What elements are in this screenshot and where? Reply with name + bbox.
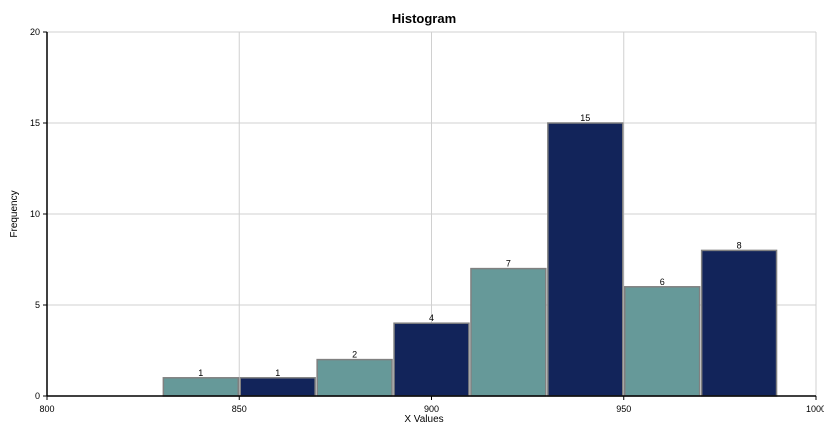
histogram-bar [700, 249, 778, 397]
bar-value-label: 2 [352, 350, 357, 360]
y-tick-label: 15 [30, 118, 40, 128]
x-tick-label: 1000 [806, 404, 824, 414]
histogram-bar [470, 267, 547, 397]
histogram-bar [624, 286, 701, 397]
x-tick-labels: 800 850 900 950 1000 [39, 404, 824, 414]
y-tick-label: 0 [35, 391, 40, 401]
axes [43, 31, 817, 400]
bar-value-label: 4 [429, 313, 434, 323]
bar-value-label: 1 [275, 368, 280, 378]
histogram-bar [316, 358, 393, 397]
bar-value-label: 15 [580, 113, 590, 123]
grid [47, 31, 817, 396]
bars [162, 122, 778, 397]
histogram-bar [162, 377, 240, 397]
x-axis-label: X Values [404, 414, 443, 423]
bar-value-label: 7 [506, 259, 511, 269]
x-tick-label: 900 [424, 404, 439, 414]
bar-value-label: 1 [198, 368, 203, 378]
bar-value-label: 6 [660, 277, 665, 287]
histogram-bar [239, 377, 316, 397]
y-axis-label: Frequency [9, 190, 20, 237]
y-tick-label: 5 [35, 300, 40, 310]
histogram-bar [547, 122, 624, 397]
histogram-bar [393, 322, 470, 397]
y-tick-label: 20 [30, 27, 40, 37]
y-tick-labels: 0 5 10 15 20 [30, 27, 40, 401]
x-tick-label: 800 [39, 404, 54, 414]
chart-title: Histogram [392, 11, 456, 26]
bar-data-labels: 1 1 2 4 7 15 6 8 [198, 113, 741, 378]
x-tick-label: 950 [616, 404, 631, 414]
y-tick-label: 10 [30, 209, 40, 219]
x-tick-label: 850 [232, 404, 247, 414]
bar-value-label: 8 [737, 240, 742, 250]
